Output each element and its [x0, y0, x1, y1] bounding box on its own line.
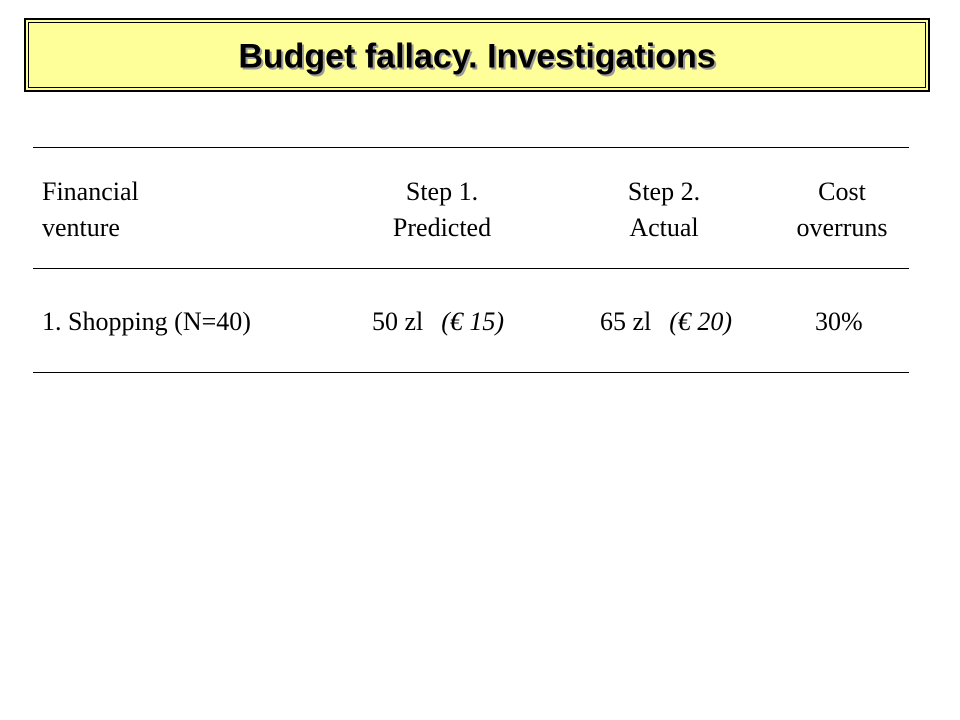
header-predicted: Step 1. Predicted	[362, 174, 522, 246]
row-predicted: 50 zl (€ 15)	[372, 304, 504, 340]
header-line: overruns	[796, 213, 888, 242]
header-actual: Step 2. Actual	[584, 174, 744, 246]
actual-zl: 65 zl	[600, 307, 652, 336]
header-line: Step 2.	[627, 177, 701, 206]
table-bottom-rule	[33, 372, 909, 373]
header-line: Predicted	[392, 213, 492, 242]
header-line: Step 1.	[405, 177, 479, 206]
header-line: venture	[42, 213, 120, 242]
row-venture: 1. Shopping (N=40)	[42, 307, 251, 336]
header-line: Cost	[818, 177, 866, 206]
predicted-eur: (€ 15)	[441, 307, 505, 336]
header-divider-rule	[33, 268, 909, 269]
row-overrun: 30%	[815, 307, 863, 336]
table-top-rule	[33, 147, 909, 148]
header-financial-venture: Financial venture	[42, 174, 139, 246]
title-banner: Budget fallacy. Investigations	[24, 18, 930, 92]
slide-title: Budget fallacy. Investigations	[238, 37, 716, 76]
header-line: Financial	[42, 177, 139, 206]
header-line: Actual	[629, 213, 699, 242]
predicted-zl: 50 zl	[372, 307, 424, 336]
actual-eur: (€ 20)	[669, 307, 733, 336]
row-actual: 65 zl (€ 20)	[600, 304, 732, 340]
header-cost-overruns: Cost overruns	[770, 174, 914, 246]
